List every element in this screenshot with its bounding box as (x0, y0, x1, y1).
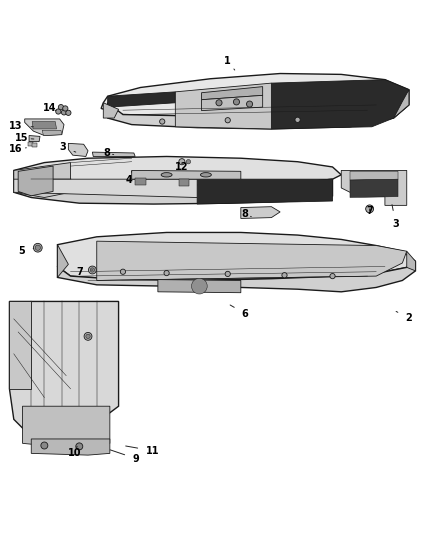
Circle shape (84, 333, 92, 340)
Polygon shape (350, 171, 398, 180)
Polygon shape (201, 95, 263, 111)
Text: 2: 2 (396, 311, 412, 323)
Text: 11: 11 (126, 446, 159, 456)
FancyBboxPatch shape (32, 143, 37, 147)
Polygon shape (341, 171, 407, 205)
Circle shape (164, 270, 169, 276)
Polygon shape (14, 163, 71, 198)
Circle shape (159, 119, 165, 124)
Circle shape (35, 245, 40, 251)
Circle shape (90, 268, 95, 272)
Text: 1: 1 (224, 56, 235, 70)
Circle shape (216, 100, 222, 106)
Circle shape (120, 269, 126, 274)
Text: 6: 6 (230, 305, 249, 319)
Polygon shape (197, 179, 332, 204)
Text: 13: 13 (9, 121, 33, 131)
Polygon shape (25, 119, 64, 135)
Circle shape (366, 205, 374, 213)
Text: 3: 3 (59, 142, 76, 152)
Polygon shape (57, 245, 68, 277)
Polygon shape (31, 439, 110, 455)
Polygon shape (108, 90, 409, 129)
Text: 4: 4 (126, 171, 133, 185)
Polygon shape (57, 261, 416, 292)
Polygon shape (10, 302, 31, 389)
Circle shape (86, 334, 90, 338)
Polygon shape (14, 157, 341, 185)
Text: 16: 16 (9, 144, 26, 155)
Polygon shape (68, 143, 88, 157)
Polygon shape (14, 174, 332, 204)
Polygon shape (18, 166, 53, 196)
Circle shape (330, 273, 335, 279)
Text: 3: 3 (392, 205, 399, 229)
Circle shape (179, 159, 185, 165)
Polygon shape (350, 179, 398, 198)
Circle shape (225, 271, 230, 277)
Polygon shape (272, 79, 409, 129)
Circle shape (88, 266, 96, 274)
Ellipse shape (201, 173, 212, 177)
Polygon shape (97, 241, 407, 280)
Polygon shape (394, 90, 409, 118)
Polygon shape (42, 130, 62, 135)
Text: 7: 7 (77, 266, 92, 277)
FancyBboxPatch shape (135, 178, 146, 185)
Circle shape (186, 159, 191, 164)
Text: 10: 10 (68, 446, 81, 458)
Circle shape (191, 278, 207, 294)
Text: 12: 12 (175, 163, 189, 172)
Circle shape (366, 205, 373, 212)
Text: 15: 15 (15, 133, 34, 143)
Text: 8: 8 (103, 148, 114, 158)
Polygon shape (32, 122, 57, 129)
Circle shape (233, 99, 240, 105)
Polygon shape (407, 251, 416, 271)
Text: 14: 14 (43, 103, 57, 114)
Circle shape (33, 244, 42, 252)
Polygon shape (10, 302, 119, 450)
FancyBboxPatch shape (179, 179, 189, 185)
Polygon shape (29, 135, 40, 142)
Circle shape (41, 442, 48, 449)
Polygon shape (158, 280, 241, 293)
Circle shape (56, 109, 61, 114)
Circle shape (63, 106, 68, 111)
Polygon shape (108, 92, 175, 107)
Circle shape (61, 110, 67, 115)
Circle shape (282, 272, 287, 278)
Polygon shape (57, 232, 416, 280)
Circle shape (76, 443, 83, 450)
Circle shape (295, 117, 300, 123)
Polygon shape (92, 152, 135, 157)
Circle shape (225, 118, 230, 123)
Ellipse shape (161, 173, 172, 177)
Polygon shape (241, 207, 280, 219)
FancyBboxPatch shape (28, 142, 33, 147)
Circle shape (247, 101, 253, 107)
Circle shape (58, 104, 64, 110)
Circle shape (66, 110, 71, 116)
Polygon shape (101, 74, 409, 116)
Text: 8: 8 (241, 209, 251, 219)
Polygon shape (14, 179, 197, 198)
Text: 9: 9 (110, 450, 139, 464)
Polygon shape (175, 83, 272, 129)
Polygon shape (22, 406, 110, 449)
Polygon shape (201, 87, 263, 100)
Text: 7: 7 (366, 206, 373, 216)
Polygon shape (103, 103, 119, 118)
Polygon shape (132, 171, 241, 179)
Text: 5: 5 (18, 246, 34, 256)
